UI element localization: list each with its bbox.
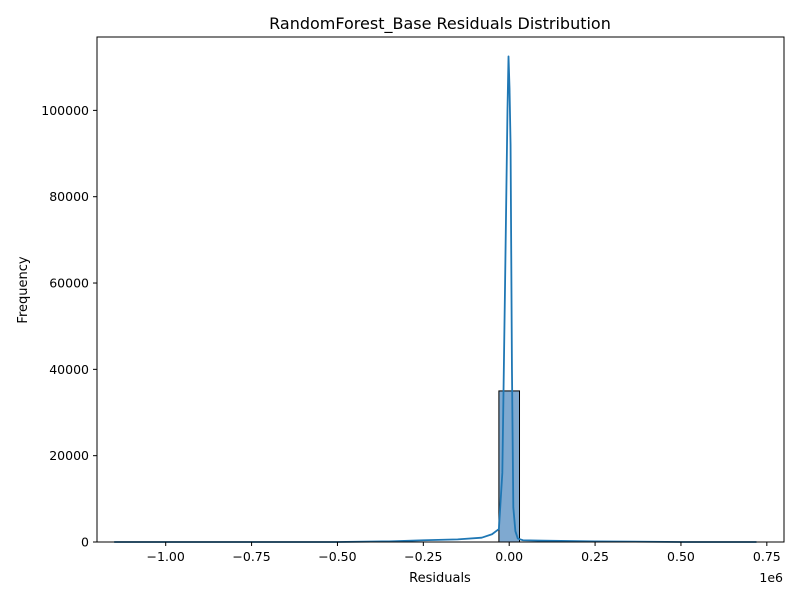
x-tick-label: −0.25 <box>404 549 442 564</box>
chart-title: RandomForest_Base Residuals Distribution <box>269 14 611 34</box>
y-tick-label: 80000 <box>49 189 89 204</box>
x-tick-label: 0.25 <box>581 549 609 564</box>
x-axis-offset-label: 1e6 <box>759 570 783 585</box>
x-axis-label: Residuals <box>409 571 471 586</box>
y-tick-label: 100000 <box>41 103 89 118</box>
y-axis-label: Frequency <box>16 256 31 323</box>
y-tick-label: 40000 <box>49 362 89 377</box>
x-tick-label: −0.50 <box>318 549 356 564</box>
y-tick-label: 60000 <box>49 276 89 291</box>
plot-area-frame <box>96 36 785 543</box>
y-tick-label: 0 <box>81 535 89 550</box>
x-tick-label: 0.50 <box>667 549 695 564</box>
y-tick-label: 20000 <box>49 448 89 463</box>
kde-curve <box>114 55 757 543</box>
y-axis-ticks: 0 20000 40000 60000 80000 100000 <box>41 103 97 550</box>
x-tick-label: −1.00 <box>147 549 185 564</box>
x-axis-ticks: −1.00 −0.75 −0.50 −0.25 0.00 0.25 0.50 0.75 <box>147 542 781 564</box>
x-tick-label: −0.75 <box>232 549 270 564</box>
x-tick-label: 0.75 <box>753 549 781 564</box>
x-tick-label: 0.00 <box>495 549 523 564</box>
kde-curve-group <box>114 55 757 543</box>
